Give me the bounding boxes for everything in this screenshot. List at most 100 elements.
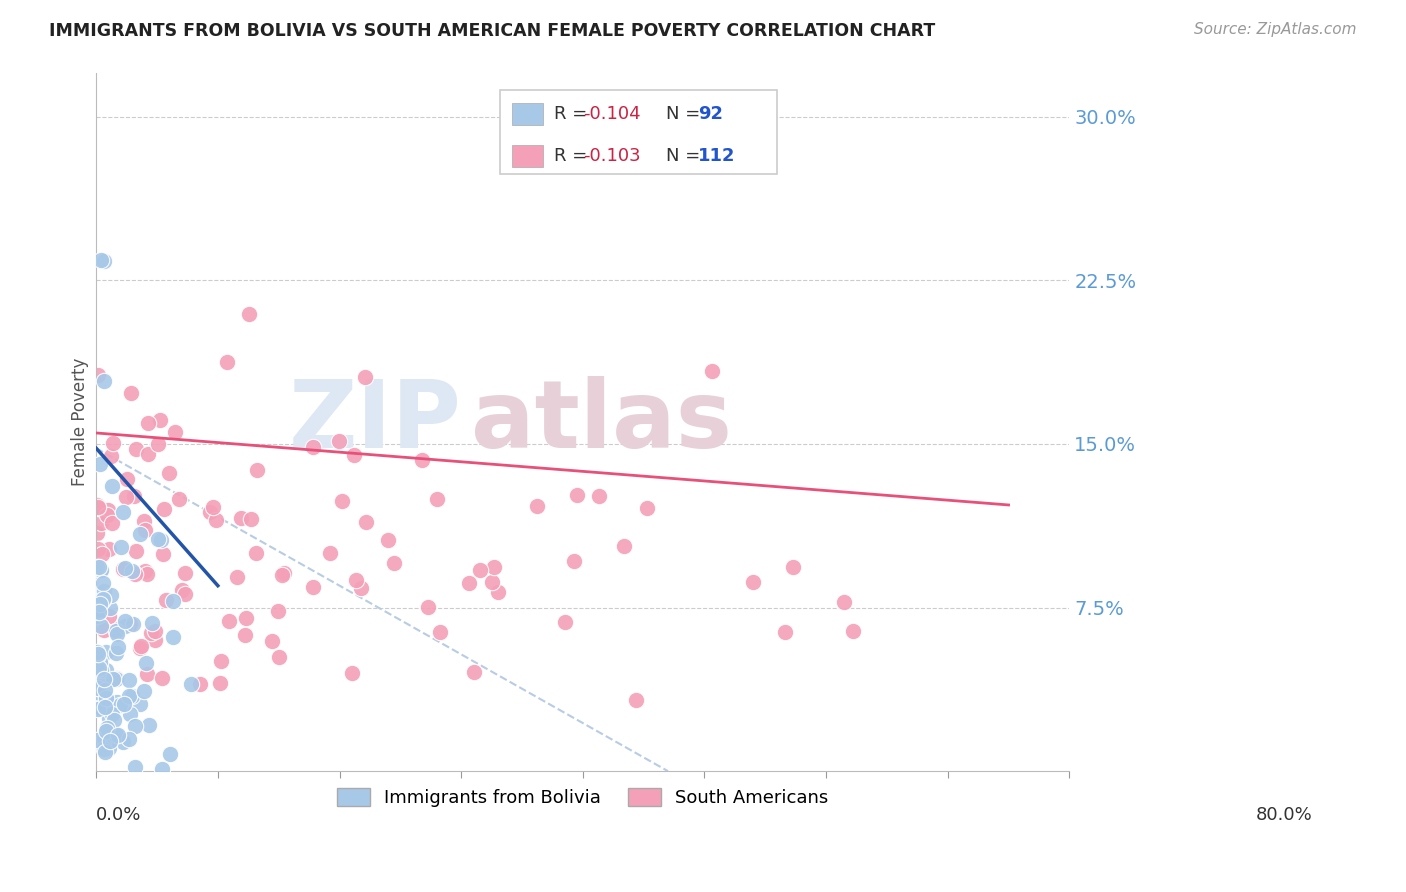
Point — [112, 735, 135, 749]
Point — [89, 457, 111, 471]
Text: -0.104: -0.104 — [583, 105, 640, 123]
Point — [134, 524, 156, 538]
Point — [124, 760, 146, 774]
Point — [87, 500, 110, 515]
Point — [143, 624, 166, 639]
Point — [96, 663, 118, 677]
Point — [319, 546, 342, 560]
Point — [89, 655, 111, 669]
Point — [139, 626, 162, 640]
Point — [842, 624, 865, 639]
Point — [90, 618, 112, 632]
Point — [89, 677, 111, 691]
Point — [132, 514, 155, 528]
Point — [86, 663, 108, 677]
Point — [96, 645, 118, 659]
Point — [86, 368, 108, 383]
Point — [120, 386, 142, 401]
Point — [636, 501, 658, 516]
Point — [775, 624, 797, 639]
Text: 0.0%: 0.0% — [96, 806, 142, 824]
Point — [93, 731, 115, 745]
Point — [349, 582, 371, 596]
Text: IMMIGRANTS FROM BOLIVIA VS SOUTH AMERICAN FEMALE POVERTY CORRELATION CHART: IMMIGRANTS FROM BOLIVIA VS SOUTH AMERICA… — [49, 22, 935, 40]
Point — [145, 633, 167, 648]
Point — [90, 595, 112, 609]
Point — [201, 500, 224, 514]
Point — [104, 728, 127, 742]
Point — [87, 662, 110, 676]
Point — [122, 616, 145, 631]
Point — [93, 591, 115, 606]
Point — [100, 587, 122, 601]
Point — [233, 628, 256, 642]
Point — [198, 505, 221, 519]
Point — [135, 666, 157, 681]
Point — [105, 627, 128, 641]
Point — [468, 563, 491, 577]
Point — [86, 608, 108, 623]
Point — [267, 605, 290, 619]
Point — [93, 623, 115, 637]
Point — [98, 601, 121, 615]
Point — [86, 498, 108, 512]
Point — [108, 698, 131, 712]
Point — [150, 671, 173, 685]
Point — [135, 567, 157, 582]
Point — [97, 741, 120, 756]
Point — [526, 500, 548, 514]
Point — [240, 512, 263, 526]
Point — [107, 640, 129, 654]
Point — [97, 711, 120, 725]
Point — [110, 540, 132, 554]
Point — [103, 436, 125, 450]
Point — [86, 559, 108, 574]
Point — [118, 673, 141, 688]
Point — [87, 560, 110, 574]
Point — [87, 681, 110, 695]
Point — [89, 686, 111, 700]
Point — [180, 677, 202, 691]
Point — [120, 617, 142, 632]
Point — [90, 516, 112, 530]
Point — [87, 661, 110, 675]
Point — [96, 721, 118, 735]
Point — [104, 671, 127, 685]
Point — [138, 718, 160, 732]
Point — [458, 576, 481, 591]
Point — [96, 508, 118, 522]
Point — [273, 566, 295, 580]
Point — [343, 449, 366, 463]
Point — [104, 622, 127, 636]
Point — [86, 732, 108, 747]
Point — [342, 665, 364, 680]
Point — [94, 746, 117, 760]
Point — [90, 252, 112, 267]
Point — [89, 655, 111, 669]
Legend: Immigrants from Bolivia, South Americans: Immigrants from Bolivia, South Americans — [330, 780, 835, 814]
Point — [89, 560, 111, 574]
Point — [90, 663, 112, 677]
Point — [94, 699, 117, 714]
Point — [87, 605, 110, 619]
Point — [330, 494, 353, 508]
Text: 92: 92 — [697, 105, 723, 123]
Point — [218, 614, 240, 628]
Point — [97, 502, 120, 516]
Point — [101, 706, 124, 721]
Point — [205, 513, 228, 527]
Point — [353, 370, 375, 384]
Point — [418, 599, 440, 614]
Text: 112: 112 — [697, 147, 735, 165]
Point — [112, 697, 135, 711]
Point — [93, 673, 115, 687]
Point — [554, 615, 576, 629]
Point — [93, 584, 115, 599]
Point — [270, 567, 292, 582]
Text: ZIP: ZIP — [288, 376, 461, 468]
Point — [90, 547, 112, 561]
Point — [354, 515, 377, 529]
Point — [155, 593, 177, 607]
Text: N =: N = — [665, 147, 706, 165]
Point — [157, 466, 180, 480]
